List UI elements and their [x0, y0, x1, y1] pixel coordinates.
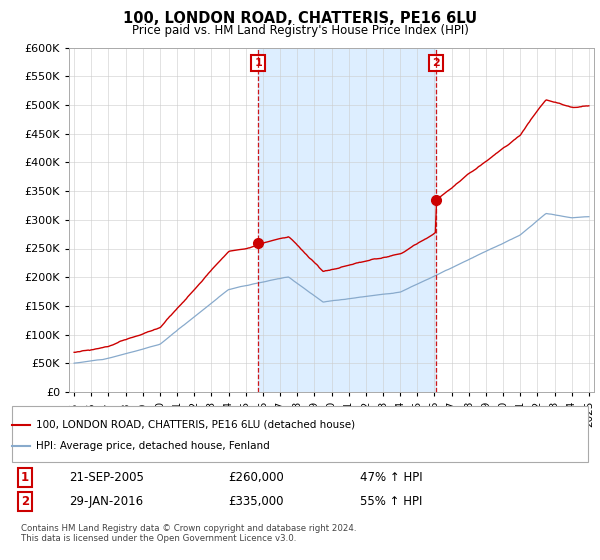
Text: 100, LONDON ROAD, CHATTERIS, PE16 6LU (detached house): 100, LONDON ROAD, CHATTERIS, PE16 6LU (d…: [36, 420, 355, 430]
Text: Price paid vs. HM Land Registry's House Price Index (HPI): Price paid vs. HM Land Registry's House …: [131, 24, 469, 36]
Text: HPI: Average price, detached house, Fenland: HPI: Average price, detached house, Fenl…: [36, 441, 270, 451]
Text: 21-SEP-2005: 21-SEP-2005: [69, 470, 144, 484]
Bar: [258, 48, 436, 392]
Text: Contains HM Land Registry data © Crown copyright and database right 2024.
This d: Contains HM Land Registry data © Crown c…: [21, 524, 356, 543]
Text: 1: 1: [254, 58, 262, 68]
Text: 1: 1: [21, 470, 29, 484]
Text: 2: 2: [21, 494, 29, 508]
Text: 2: 2: [432, 58, 440, 68]
Text: 47% ↑ HPI: 47% ↑ HPI: [360, 470, 422, 484]
Text: 29-JAN-2016: 29-JAN-2016: [69, 494, 143, 508]
Text: 55% ↑ HPI: 55% ↑ HPI: [360, 494, 422, 508]
Text: 100, LONDON ROAD, CHATTERIS, PE16 6LU: 100, LONDON ROAD, CHATTERIS, PE16 6LU: [123, 11, 477, 26]
Text: £335,000: £335,000: [228, 494, 284, 508]
Text: £260,000: £260,000: [228, 470, 284, 484]
